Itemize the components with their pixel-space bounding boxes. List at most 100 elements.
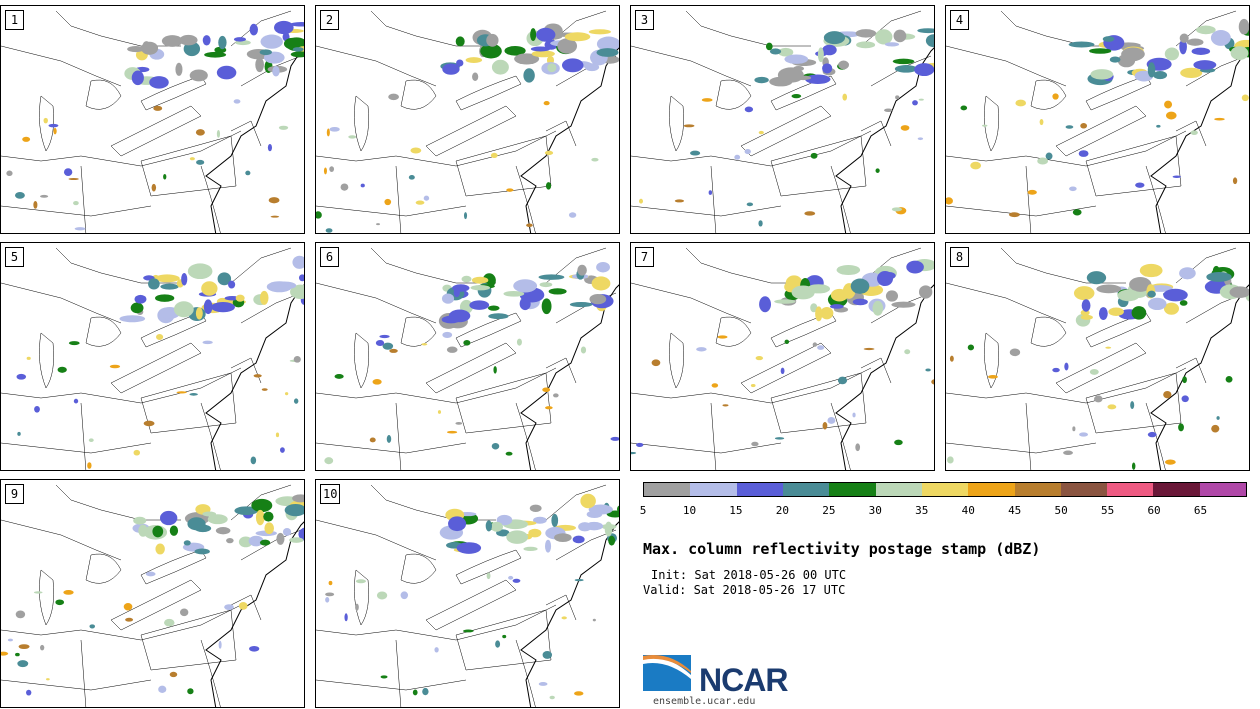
- reflectivity-cell: [130, 302, 144, 314]
- colorbar-segment: [736, 483, 783, 496]
- boundary-line: [1145, 402, 1166, 470]
- reflectivity-cell: [1180, 67, 1203, 79]
- reflectivity-cell: [838, 60, 850, 70]
- reflectivity-cell: [754, 76, 769, 84]
- reflectivity-cell: [334, 374, 344, 379]
- reflectivity-cell: [580, 346, 587, 354]
- boundary-line: [830, 165, 851, 233]
- reflectivity-cell: [784, 54, 809, 64]
- reflectivity-cell: [462, 629, 474, 633]
- reflectivity-cell: [323, 167, 327, 175]
- reflectivity-cell: [1232, 177, 1238, 185]
- panel-map: [316, 10, 619, 233]
- reflectivity-cell: [1039, 118, 1044, 126]
- map-panel-2: 2: [315, 5, 620, 234]
- reflectivity-cell: [248, 535, 264, 547]
- reflectivity-cell: [329, 166, 335, 172]
- map-panel-5: 5: [0, 242, 305, 471]
- boundary-line: [370, 247, 496, 284]
- reflectivity-cell: [1045, 152, 1053, 160]
- reflectivity-cell: [892, 58, 915, 65]
- boundary-line: [1, 367, 242, 404]
- reflectivity-cell: [410, 147, 422, 154]
- boundary-line: [631, 205, 782, 217]
- reflectivity-cell: [16, 373, 27, 380]
- reflectivity-cell: [769, 48, 782, 55]
- reflectivity-cell: [360, 183, 365, 188]
- coastline: [1150, 284, 1249, 470]
- reflectivity-cell: [872, 300, 884, 316]
- colorbar-tick: 50: [1054, 504, 1068, 517]
- reflectivity-cell: [34, 405, 40, 413]
- boundary-line: [230, 120, 262, 147]
- reflectivity-cell: [557, 38, 578, 54]
- reflectivity-cell: [917, 28, 934, 34]
- reflectivity-cell: [804, 211, 816, 216]
- reflectivity-cell: [325, 592, 335, 597]
- boundary-line: [230, 247, 292, 284]
- reflectivity-cell: [164, 618, 175, 627]
- boundary-line: [140, 135, 237, 197]
- boundary-line: [631, 367, 872, 404]
- coastline: [205, 284, 304, 470]
- reflectivity-cell: [400, 591, 409, 600]
- reflectivity-cell: [1117, 289, 1140, 302]
- reflectivity-cell: [284, 392, 289, 396]
- panel-map: [1, 10, 304, 233]
- boundary-line: [1, 604, 242, 641]
- boundary-line: [110, 105, 202, 157]
- reflectivity-cell: [912, 100, 918, 106]
- colorbar-tick: 45: [1008, 504, 1022, 517]
- reflectivity-cell: [412, 689, 418, 696]
- reflectivity-cell: [1052, 93, 1059, 100]
- reflectivity-cell: [806, 284, 831, 294]
- reflectivity-cell: [554, 533, 572, 542]
- reflectivity-cell: [891, 301, 916, 308]
- boundary-line: [140, 312, 207, 348]
- boundary-line: [80, 165, 87, 233]
- reflectivity-cell: [1210, 29, 1231, 46]
- reflectivity-cell: [516, 338, 522, 346]
- reflectivity-cell: [465, 57, 483, 63]
- reflectivity-cell: [15, 610, 26, 619]
- reflectivity-cell: [251, 498, 273, 513]
- reflectivity-cell: [43, 117, 48, 124]
- reflectivity-cell: [148, 278, 160, 290]
- reflectivity-cell: [348, 135, 357, 139]
- boundary-line: [400, 79, 437, 110]
- boundary-line: [240, 529, 302, 561]
- boundary-line: [669, 95, 684, 152]
- reflectivity-cell: [155, 294, 175, 302]
- boundary-line: [1, 519, 122, 561]
- boundary-line: [80, 639, 87, 707]
- reflectivity-cell: [588, 29, 611, 35]
- reflectivity-cell: [591, 157, 599, 162]
- reflectivity-cell: [1163, 390, 1172, 399]
- reflectivity-cell: [14, 192, 25, 199]
- reflectivity-cell: [1179, 33, 1189, 43]
- reflectivity-cell: [249, 23, 258, 36]
- reflectivity-cell: [382, 342, 394, 350]
- reflectivity-cell: [759, 296, 771, 313]
- reflectivity-cell: [1225, 376, 1233, 383]
- reflectivity-cell: [541, 298, 552, 315]
- reflectivity-cell: [423, 195, 430, 201]
- reflectivity-cell: [487, 305, 500, 311]
- colorbar-tick: 40: [961, 504, 975, 517]
- reflectivity-cell: [875, 168, 880, 173]
- reflectivity-cell: [891, 207, 903, 212]
- reflectivity-cell: [842, 93, 848, 101]
- reflectivity-cell: [967, 344, 975, 351]
- map-panel-6: 6: [315, 242, 620, 471]
- reflectivity-cell: [1164, 100, 1173, 109]
- reflectivity-cell: [204, 51, 227, 58]
- reflectivity-cell: [1190, 130, 1198, 136]
- reflectivity-cell: [15, 652, 20, 657]
- reflectivity-cell: [777, 67, 804, 83]
- reflectivity-cell: [536, 27, 556, 42]
- reflectivity-cell: [925, 368, 931, 372]
- boundary-line: [830, 402, 851, 470]
- boundary-line: [425, 105, 517, 157]
- panel-number-label: 6: [320, 247, 339, 267]
- reflectivity-cell: [161, 35, 183, 47]
